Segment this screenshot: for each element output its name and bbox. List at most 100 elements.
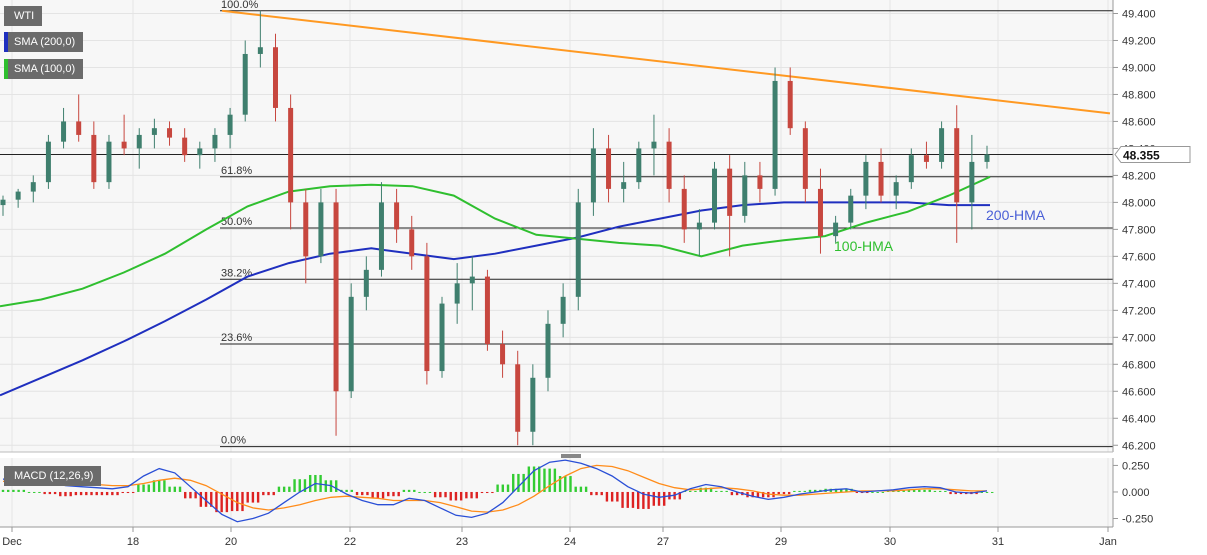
candle-body bbox=[984, 154, 990, 162]
candle bbox=[106, 134, 112, 189]
macd-histogram-bar bbox=[220, 491, 223, 513]
hma100-label: 100-HMA bbox=[834, 238, 894, 254]
y-tick-label: 47.600 bbox=[1122, 251, 1156, 263]
candle-body bbox=[787, 80, 793, 129]
macd-histogram-bar bbox=[444, 491, 447, 498]
macd-histogram-bar bbox=[43, 491, 46, 495]
candle-body bbox=[303, 202, 309, 257]
macd-histogram-bar bbox=[787, 491, 791, 495]
hma200-label: 200-HMA bbox=[986, 207, 1046, 223]
macd-histogram-bar bbox=[79, 491, 83, 496]
macd-histogram-bar bbox=[381, 491, 385, 499]
symbol-legend[interactable]: WTI bbox=[4, 6, 43, 26]
x-tick-label: 20 bbox=[225, 536, 237, 548]
macd-histogram-bar bbox=[345, 489, 348, 492]
macd-histogram-bar bbox=[111, 491, 114, 496]
candle bbox=[833, 215, 839, 243]
macd-histogram-bar bbox=[288, 486, 291, 492]
sma100-legend[interactable]: SMA (100,0) bbox=[4, 59, 84, 79]
macd-histogram-bar bbox=[647, 491, 650, 509]
candle bbox=[167, 121, 173, 146]
macd-histogram-bar bbox=[1, 489, 5, 492]
x-tick-label: 23 bbox=[456, 536, 468, 548]
candle-body bbox=[939, 128, 945, 162]
candle bbox=[560, 283, 566, 338]
x-tick-label: 31 bbox=[992, 536, 1004, 548]
macd-histogram-bar bbox=[657, 491, 661, 506]
macd-histogram-bar bbox=[756, 491, 760, 498]
macd-histogram-bar bbox=[194, 491, 197, 499]
candle bbox=[772, 67, 778, 196]
macd-pane-bg bbox=[0, 458, 1113, 527]
macd-histogram-bar bbox=[147, 484, 150, 492]
candle bbox=[939, 121, 945, 169]
macd-histogram-bar bbox=[751, 491, 754, 498]
grid bbox=[0, 0, 1113, 527]
macd-histogram-bar bbox=[173, 486, 177, 492]
candle-body bbox=[560, 296, 566, 324]
macd-histogram-bar bbox=[355, 491, 359, 496]
x-tick-label: 30 bbox=[884, 536, 896, 548]
candle bbox=[182, 128, 188, 162]
candle bbox=[757, 161, 763, 203]
candle-body bbox=[651, 141, 657, 149]
candle bbox=[848, 188, 854, 230]
sma200-legend[interactable]: SMA (200,0) bbox=[4, 32, 84, 52]
candle-body bbox=[802, 128, 808, 189]
fib-label: 50.0% bbox=[221, 216, 252, 228]
price-pane-bg bbox=[0, 0, 1113, 452]
candle-body bbox=[167, 128, 173, 138]
candles bbox=[0, 10, 990, 446]
macd-histogram-bar bbox=[366, 491, 369, 496]
candle-body bbox=[257, 47, 263, 54]
macd-histogram-bar bbox=[595, 491, 598, 496]
candle-body bbox=[606, 148, 612, 189]
candle-body bbox=[742, 175, 748, 216]
macd-histogram-bar bbox=[923, 489, 926, 492]
macd-histogram-bar bbox=[22, 489, 26, 492]
fib-label: 100.0% bbox=[221, 0, 259, 11]
macd-histogram-bar bbox=[210, 491, 213, 507]
candle bbox=[893, 175, 899, 210]
macd-histogram-bar bbox=[777, 491, 780, 495]
candle-body bbox=[394, 202, 400, 230]
macd-histogram-bar bbox=[142, 484, 145, 492]
candle-body bbox=[61, 121, 67, 142]
candle bbox=[136, 128, 142, 169]
macd-histogram-bar bbox=[152, 480, 156, 492]
hma100-line bbox=[0, 175, 991, 308]
macd-histogram-bar bbox=[600, 491, 603, 496]
macd-histogram-bar bbox=[949, 491, 952, 495]
macd-histogram-bar bbox=[496, 484, 499, 492]
macd-histogram-bar bbox=[298, 479, 301, 492]
macd-histogram-bar bbox=[64, 491, 67, 497]
resistance-trendline bbox=[221, 9, 1111, 115]
candle bbox=[636, 141, 642, 189]
macd-histogram-bar bbox=[553, 468, 557, 492]
hma-group bbox=[0, 175, 991, 397]
candle-body bbox=[817, 188, 823, 237]
x-tick-label: 24 bbox=[564, 536, 576, 548]
macd-histogram-bar bbox=[387, 491, 390, 497]
candle-body bbox=[333, 202, 339, 392]
macd-histogram-bar bbox=[881, 491, 885, 493]
macd-histogram-bar bbox=[834, 488, 838, 492]
candle-body bbox=[575, 202, 581, 297]
candle-body bbox=[363, 269, 369, 297]
candle-body bbox=[454, 283, 460, 304]
candle bbox=[863, 155, 869, 210]
macd-histogram-bar bbox=[866, 491, 869, 494]
macd-histogram-bar bbox=[397, 491, 400, 497]
macd-histogram-bar bbox=[282, 486, 286, 492]
macd-histogram-bar bbox=[423, 491, 426, 493]
macd-histogram-bar bbox=[392, 491, 395, 497]
candle-body bbox=[424, 256, 430, 372]
macd-histogram-bar bbox=[33, 491, 36, 493]
candle-body bbox=[666, 141, 672, 189]
macd-signal-line bbox=[2, 464, 987, 513]
candle bbox=[787, 67, 793, 135]
macd-histogram-bar bbox=[944, 490, 947, 492]
macd-legend[interactable]: MACD (12,26,9) bbox=[4, 466, 102, 486]
candle bbox=[454, 263, 460, 324]
